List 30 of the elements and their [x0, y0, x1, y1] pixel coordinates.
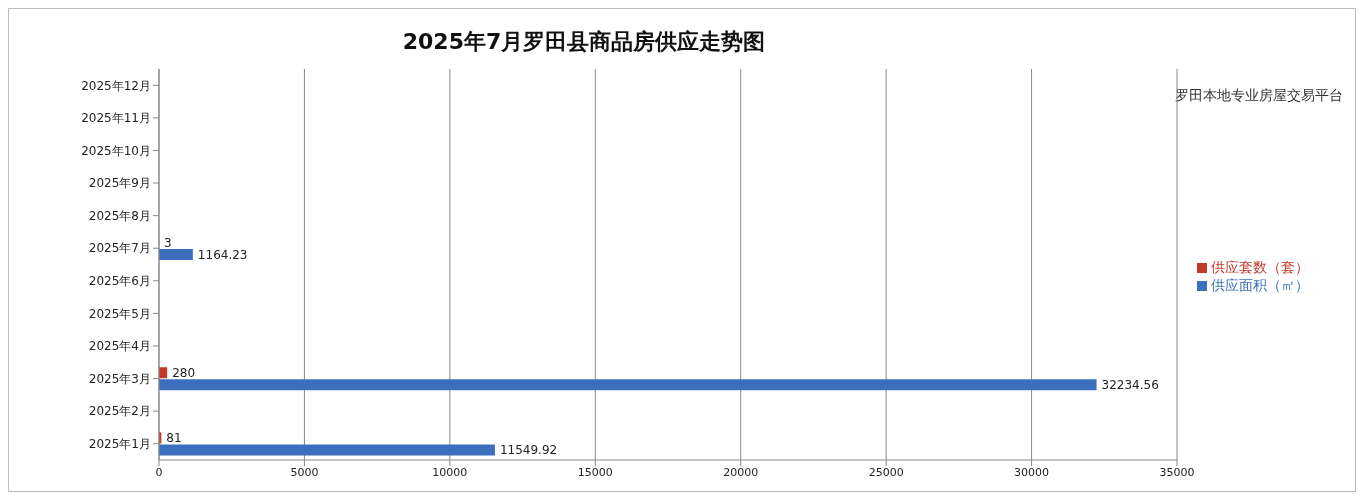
x-tick-label: 5000	[290, 465, 319, 479]
y-tick-label: 2025年12月	[81, 78, 151, 93]
data-label: 32234.56	[1101, 378, 1159, 393]
x-tick-label: 15000	[577, 465, 613, 479]
chart-title: 2025年7月罗田县商品房供应走势图	[401, 28, 767, 56]
data-label: 3	[164, 235, 172, 250]
y-tick-label: 2025年7月	[88, 241, 151, 256]
annotation: 罗田本地专业房屋交易平台	[1175, 87, 1343, 105]
data-label: 81	[166, 431, 182, 446]
x-tick-label: 10000	[432, 465, 468, 479]
legend-label: 供应套数（套）	[1211, 258, 1309, 275]
y-tick-label: 2025年10月	[81, 143, 151, 158]
x-tick-label: 35000	[1159, 465, 1195, 479]
y-tick-label: 2025年11月	[81, 111, 151, 126]
y-tick-label: 2025年4月	[88, 339, 151, 354]
x-tick-label: 30000	[1014, 465, 1050, 479]
y-tick-label: 2025年8月	[88, 208, 151, 223]
y-tick-label: 2025年3月	[88, 371, 151, 386]
y-tick-label: 2025年2月	[88, 404, 151, 419]
data-label: 280	[172, 366, 196, 381]
legend-label: 供应面积（㎡）	[1211, 276, 1309, 293]
y-tick-label: 2025年1月	[88, 436, 151, 451]
y-tick-label: 2025年5月	[88, 306, 151, 321]
y-tick-label: 2025年6月	[88, 274, 151, 289]
x-tick-label: 0	[155, 465, 163, 479]
y-tick-label: 2025年9月	[88, 176, 151, 191]
x-tick-label: 25000	[868, 465, 904, 479]
data-label: 1164.23	[197, 247, 248, 262]
data-label: 11549.92	[499, 443, 558, 458]
x-tick-label: 20000	[723, 465, 759, 479]
